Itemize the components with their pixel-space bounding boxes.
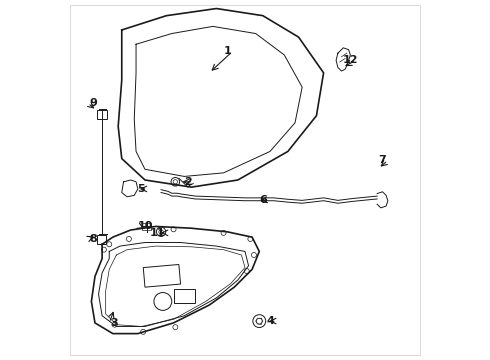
Text: 1: 1 [223,46,231,57]
Text: 7: 7 [379,156,387,165]
Text: 4: 4 [266,316,274,326]
Text: 9: 9 [89,98,97,108]
Text: 10: 10 [137,221,153,231]
Text: 11: 11 [150,228,165,238]
Bar [97,111,107,119]
Bar [143,265,180,287]
Bar [143,223,151,230]
Text: 3: 3 [111,318,119,328]
Bar [97,235,106,244]
Text: 5: 5 [138,184,145,194]
Text: 12: 12 [343,55,358,65]
Text: 6: 6 [259,195,267,204]
Text: 8: 8 [89,234,97,244]
Text: 2: 2 [184,177,192,187]
Bar [173,289,195,303]
Circle shape [159,230,163,234]
